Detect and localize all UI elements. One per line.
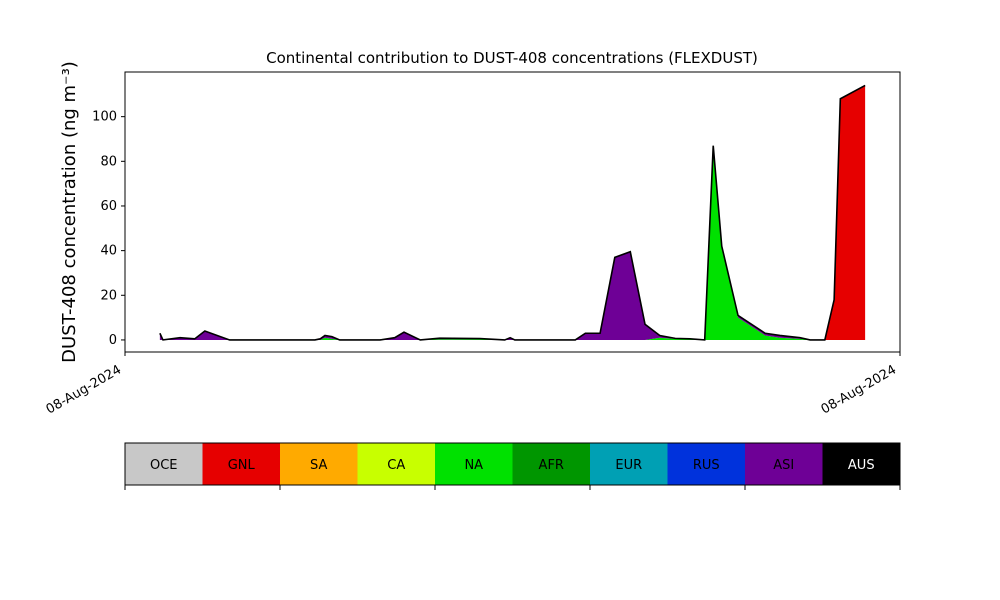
legend-swatch	[590, 443, 668, 485]
legend-swatch	[202, 443, 280, 485]
legend-label: AUS	[848, 458, 875, 473]
y-tick-label: 40	[100, 244, 117, 259]
y-tick-label: 60	[100, 199, 117, 214]
total-outline	[159, 84, 866, 341]
area	[159, 85, 866, 340]
y-tick-label: 80	[100, 154, 117, 169]
legend-swatch	[667, 443, 745, 485]
x-tick-label: 08-Aug-2024	[44, 362, 124, 417]
y-tick-label: 20	[100, 288, 117, 303]
legend-label: AFR	[539, 458, 564, 473]
chart-title: Continental contribution to DUST-408 con…	[266, 49, 758, 67]
legend-swatch	[357, 443, 435, 485]
legend-swatch	[745, 443, 823, 485]
legend-swatch	[435, 443, 513, 485]
area	[159, 85, 866, 340]
legend-swatch	[125, 443, 203, 485]
legend-label: EUR	[615, 458, 642, 473]
legend-swatch	[822, 443, 900, 485]
legend-label: ASI	[773, 458, 794, 473]
x-tick-label: 08-Aug-2024	[819, 362, 899, 417]
legend-swatch	[512, 443, 590, 485]
legend-label: NA	[464, 458, 483, 473]
y-tick-label: 0	[109, 333, 117, 348]
legend-swatch	[280, 443, 358, 485]
plot-frame	[124, 71, 901, 353]
area	[159, 85, 866, 340]
legend-frame	[124, 442, 901, 486]
legend-label: SA	[310, 458, 327, 473]
legend-label: RUS	[693, 458, 720, 473]
legend-label: GNL	[228, 458, 256, 473]
y-tick-label: 100	[92, 110, 117, 125]
legend-label: OCE	[150, 458, 178, 473]
y-axis-label: DUST-408 concentration (ng m⁻³)	[59, 61, 80, 363]
legend-label: CA	[387, 458, 405, 473]
